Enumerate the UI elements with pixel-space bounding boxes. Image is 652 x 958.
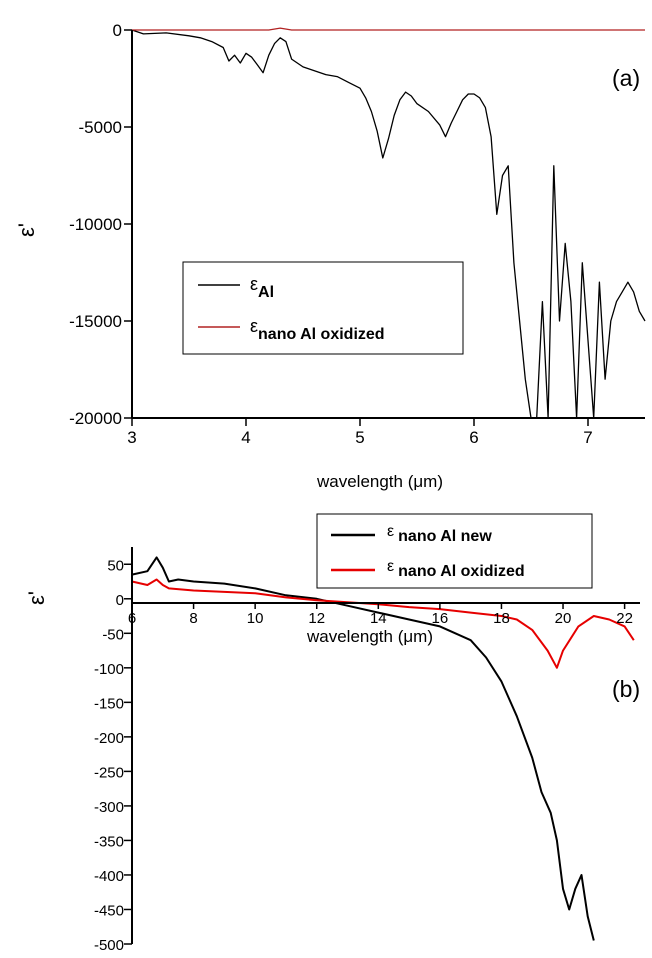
panel-a-series-nano-al-oxidized xyxy=(132,27,645,31)
panel-a-series-al xyxy=(131,29,646,419)
panel-a-x-tick-label: 4 xyxy=(241,428,250,447)
panel-a-x-axis-label: wavelength (μm) xyxy=(316,472,443,491)
panel-a-y-tick-label: -5000 xyxy=(79,118,122,137)
legend-entry-eps-nano-al-oxidized-a: εnano Al oxidized xyxy=(250,316,385,343)
panel-a-y-tick-label: 0 xyxy=(113,21,122,40)
panel-b-y-tick-label: -200 xyxy=(94,730,124,747)
panel-a-label: (a) xyxy=(612,65,640,91)
panel-a-x-tick-label: 3 xyxy=(127,428,136,447)
panel-b-x-ticks: 6 8 10 12 14 16 18 20 22 xyxy=(128,603,633,627)
panel-b-x-tick-label: 22 xyxy=(616,610,633,627)
panel-a-series-layer xyxy=(131,27,646,419)
panel-a-x-tick-label: 6 xyxy=(469,428,478,447)
panel-a-legend-box xyxy=(182,261,464,355)
panel-b-x-tick-label: 6 xyxy=(128,610,136,627)
panel-b-y-tick-label: 0 xyxy=(116,592,124,609)
panel-a-y-tick-label: -10000 xyxy=(69,215,122,234)
panel-b-y-tick-label: -400 xyxy=(94,868,124,885)
panel-b-x-tick-label: 18 xyxy=(493,610,510,627)
panel-b-y-ticks: 50 0 -50 -100 -150 -200 -250 -300 -350 -400 -450 -5… xyxy=(94,557,132,954)
panel-b-x-tick-label: 10 xyxy=(247,610,264,627)
panel-a-x-tick-label: 7 xyxy=(583,428,592,447)
panel-b-x-axis-label: wavelength (μm) xyxy=(306,627,433,646)
panel-b-y-tick-label: -350 xyxy=(94,833,124,850)
panel-b-series-layer xyxy=(131,556,635,941)
panel-a-y-tick-label: -15000 xyxy=(69,312,122,331)
panel-b-y-tick-label: -50 xyxy=(102,626,124,643)
legend-entry-eps-nano-al-new: ε nano Al new xyxy=(387,523,492,545)
legend-entry-eps-al: εAl xyxy=(250,274,274,301)
panel-b-x-tick-label: 8 xyxy=(189,610,197,627)
panel-b-x-tick-label: 14 xyxy=(370,610,387,627)
panel-a-y-tick-label: -20000 xyxy=(69,409,122,428)
panel-a-y-axis-label: ε' xyxy=(14,223,39,237)
panel-a-x-tick-label: 5 xyxy=(355,428,364,447)
panel-b-y-axis-label: ε' xyxy=(24,591,49,605)
panel-b-label: (b) xyxy=(612,676,640,702)
panel-b: 50 0 -50 -100 -150 -200 -250 -300 -350 -400 -450 -5… xyxy=(24,513,640,954)
panel-a-y-ticks: 0 -5000 -10000 -15000 -20000 xyxy=(69,21,132,428)
panel-b-x-tick-label: 16 xyxy=(432,610,449,627)
panel-a-plot-area xyxy=(132,30,645,418)
panel-b-y-tick-label: -250 xyxy=(94,764,124,781)
legend-entry-eps-nano-al-oxidized-b: ε nano Al oxidized xyxy=(387,558,525,580)
panel-b-series-nano-al-new xyxy=(131,556,595,941)
panel-b-y-tick-label: 50 xyxy=(107,557,124,574)
panel-a: 0 -5000 -10000 -15000 -20000 3 4 5 6 7 wavelengt… xyxy=(14,21,646,491)
panel-b-legend: ε nano Al new ε nano Al oxidized xyxy=(316,513,593,589)
panel-b-y-tick-label: -150 xyxy=(94,695,124,712)
panel-a-legend: εAl εnano Al oxidized xyxy=(182,261,464,355)
panel-b-legend-box xyxy=(316,513,593,589)
panel-a-x-ticks: 3 4 5 6 7 xyxy=(127,418,593,447)
panel-b-x-tick-label: 12 xyxy=(308,610,325,627)
panel-b-y-tick-label: -450 xyxy=(94,902,124,919)
panel-b-y-tick-label: -100 xyxy=(94,661,124,678)
panel-b-y-tick-label: -300 xyxy=(94,799,124,816)
panel-b-y-tick-label: -500 xyxy=(94,937,124,953)
panel-b-x-tick-label: 20 xyxy=(555,610,572,627)
panel-b-series-nano-al-oxidized xyxy=(131,578,635,669)
